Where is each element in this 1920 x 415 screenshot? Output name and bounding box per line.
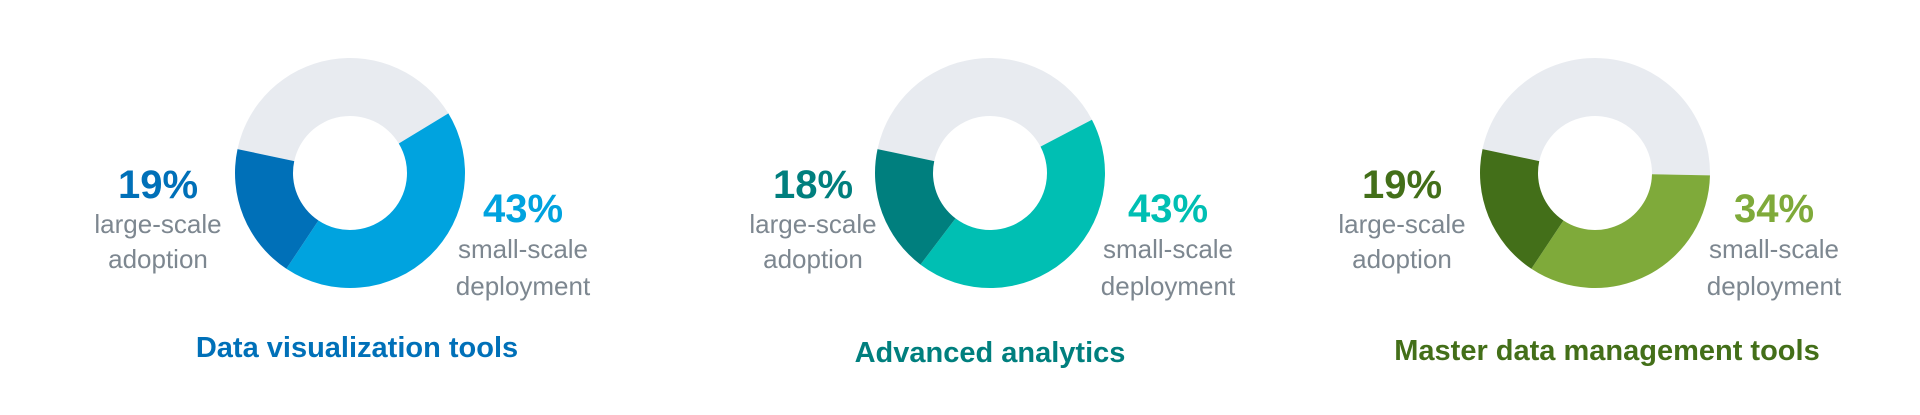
chart-title: Master data management tools: [1394, 335, 1819, 367]
large-scale-label-line1: large-scale: [94, 209, 221, 239]
slice-small-scale-deployment: [286, 113, 465, 288]
slice-large-scale-adoption: [874, 149, 956, 265]
large-scale-label-line2: adoption: [108, 244, 208, 274]
slice-large-scale-adoption: [1480, 149, 1564, 269]
donut-chart-1: 19%large-scale adoption 43%small-scale depl…: [94, 58, 591, 364]
slice-large-scale-adoption: [235, 149, 319, 269]
small-scale-percent-label: 43%: [1128, 187, 1208, 231]
slice-small-scale-deployment: [1531, 174, 1710, 288]
small-scale-percent-label: 43%: [483, 187, 563, 231]
small-scale-percent-label: 34%: [1734, 187, 1814, 231]
slice-remainder: [877, 57, 1092, 162]
small-scale-label-line1: small-scale: [1709, 234, 1839, 264]
chart-title: Advanced analytics: [855, 337, 1126, 369]
large-scale-percent-label: 18%: [773, 163, 853, 207]
small-scale-label-line1: small-scale: [1103, 234, 1233, 264]
slice-small-scale-deployment: [920, 119, 1105, 289]
donut-chart-2: 18%large-scale adoption 43%small-scale depl…: [749, 57, 1236, 369]
small-scale-label-line1: small-scale: [458, 234, 588, 264]
slice-remainder: [237, 58, 449, 162]
large-scale-label-line2: adoption: [763, 244, 863, 274]
large-scale-percent-label: 19%: [1362, 163, 1442, 207]
small-scale-label-line2: deployment: [1707, 271, 1842, 301]
slice-remainder: [1482, 58, 1710, 176]
small-scale-label-line2: deployment: [456, 271, 591, 301]
small-scale-label-line2: deployment: [1101, 271, 1236, 301]
large-scale-percent-label: 19%: [118, 163, 198, 207]
donut-chart-3: 19%large-scale adoption 34%small-scale depl…: [1338, 58, 1842, 367]
large-scale-label-line1: large-scale: [1338, 209, 1465, 239]
large-scale-label-line1: large-scale: [749, 209, 876, 239]
large-scale-label-line2: adoption: [1352, 244, 1452, 274]
chart-title: Data visualization tools: [196, 332, 518, 364]
